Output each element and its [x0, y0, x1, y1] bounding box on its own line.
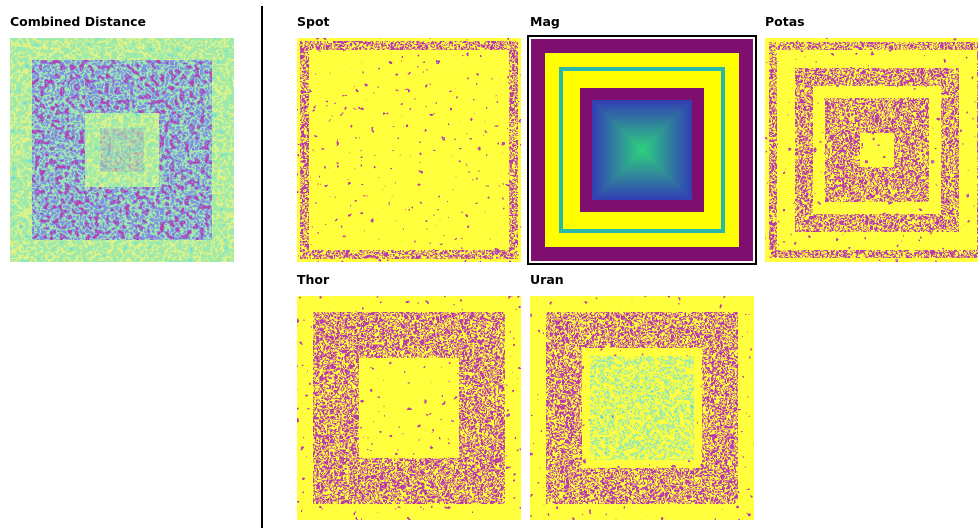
panel-label: Spot [297, 14, 330, 29]
panel-label: Combined Distance [10, 14, 146, 29]
app-window: Combined Distance Spot Mag Potas Thor Ur… [0, 0, 978, 528]
spot-image [297, 38, 521, 262]
image-center [590, 356, 694, 460]
panel-label: Uran [530, 272, 564, 287]
panel-label: Potas [765, 14, 805, 29]
panel-label: Mag [530, 14, 560, 29]
image-center [100, 128, 144, 172]
mag-gradient [640, 148, 643, 151]
panel-label: Thor [297, 272, 330, 287]
